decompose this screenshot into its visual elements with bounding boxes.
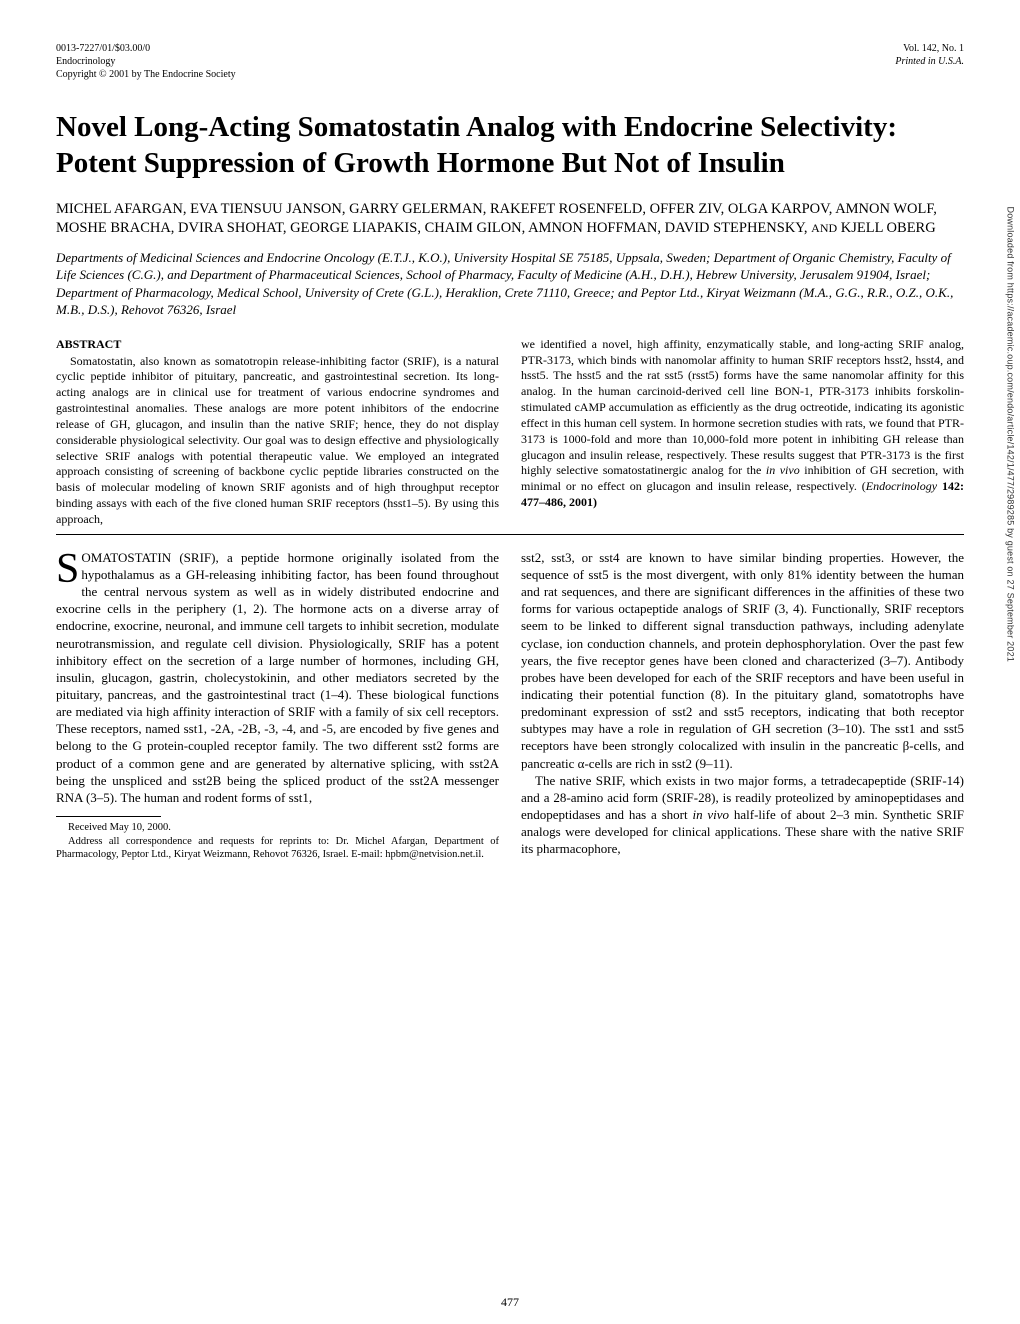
header-volume: Vol. 142, No. 1 [895,42,964,55]
abstract-journal-cite: Endocrinology [866,479,937,493]
section-divider [56,534,964,535]
authors-last: KJELL OBERG [837,220,936,236]
running-header: 0013-7227/01/$03.00/0 Endocrinology Copy… [56,42,964,81]
footnote-received: Received May 10, 2000. [56,821,499,835]
affiliations: Departments of Medicinal Sciences and En… [56,249,964,319]
abstract-heading: ABSTRACT [56,337,499,353]
header-left: 0013-7227/01/$03.00/0 Endocrinology Copy… [56,42,236,81]
dropcap: S [56,549,81,588]
abstract-left-text: Somatostatin, also known as somatotropin… [56,354,499,528]
abstract: ABSTRACT Somatostatin, also known as som… [56,337,964,528]
body-right-column: sst2, sst3, or sst4 are known to have si… [521,549,964,862]
header-copyright: Copyright © 2001 by The Endocrine Societ… [56,68,236,81]
abstract-left-column: ABSTRACT Somatostatin, also known as som… [56,337,499,528]
download-watermark: Downloaded from https://academic.oup.com… [1005,207,1015,663]
author-list: MICHEL AFARGAN, EVA TIENSUU JANSON, GARR… [56,200,964,239]
body-right-p2: The native SRIF, which exists in two maj… [521,772,964,858]
body-text: SOMATOSTATIN (SRIF), a peptide hormone o… [56,549,964,862]
header-right: Vol. 142, No. 1 Printed in U.S.A. [895,42,964,81]
body-left-p1: SOMATOSTATIN (SRIF), a peptide hormone o… [56,549,499,806]
body-left-column: SOMATOSTATIN (SRIF), a peptide hormone o… [56,549,499,862]
footnote-correspondence: Address all correspondence and requests … [56,835,499,862]
header-printed: Printed in U.S.A. [895,55,964,68]
authors-main: MICHEL AFARGAN, EVA TIENSUU JANSON, GARR… [56,201,937,237]
body-right-p1: sst2, sst3, or sst4 are known to have si… [521,549,964,772]
header-doi: 0013-7227/01/$03.00/0 [56,42,236,55]
header-journal: Endocrinology [56,55,236,68]
abstract-right-a: we identified a novel, high affinity, en… [521,337,964,478]
footnote-rule [56,816,161,817]
body-right-p2-invivo: in vivo [692,807,729,822]
abstract-invivo: in vivo [766,463,800,477]
article-title: Novel Long-Acting Somatostatin Analog wi… [56,109,964,182]
authors-and: AND [811,221,837,235]
page-number: 477 [501,1295,519,1310]
abstract-right-column: we identified a novel, high affinity, en… [521,337,964,528]
body-left-p1-text: OMATOSTATIN (SRIF), a peptide hormone or… [56,550,499,805]
